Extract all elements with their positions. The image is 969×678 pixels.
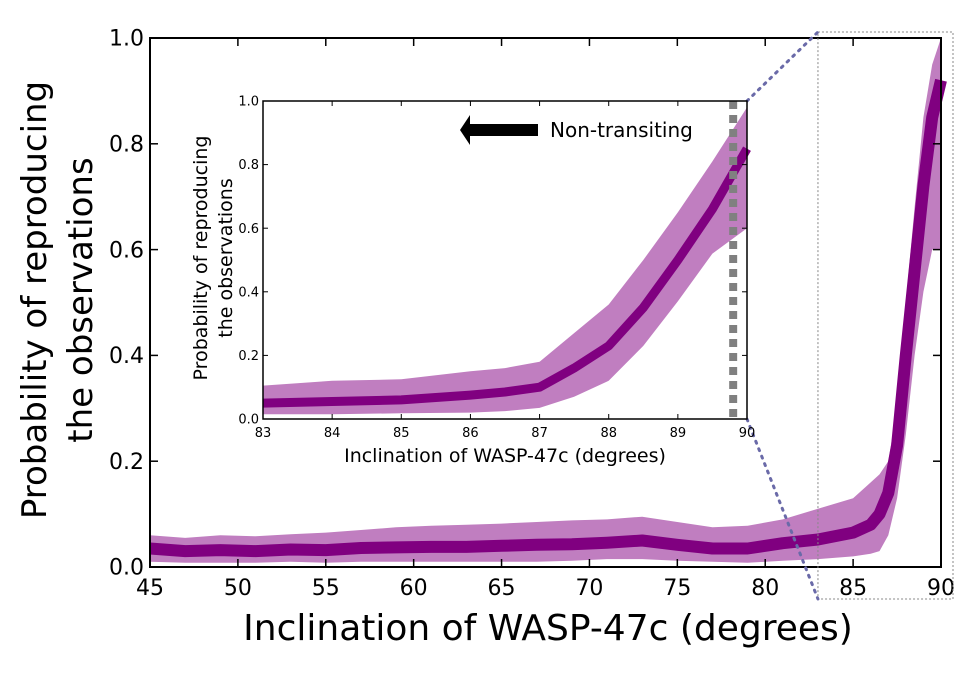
main-y-tick-label: 1.0 — [109, 27, 144, 52]
main-x-tick-label: 70 — [575, 576, 603, 601]
main-x-tick-label: 65 — [488, 576, 516, 601]
main-x-ticks: 45 50 55 60 65 70 75 80 85 90 — [136, 38, 955, 601]
main-series-line — [149, 78, 947, 558]
main-y-axis-label-line2: the observations — [61, 157, 101, 442]
main-confidence-band — [150, 38, 941, 563]
inset-zoom-indicator — [745, 30, 954, 601]
inset-plot: 83 84 85 86 87 88 89 90 0.0 0.2 0.4 0.6 0.8 1.0 Incl… — [190, 95, 755, 467]
inset-x-tick-label: 85 — [393, 426, 410, 441]
main-x-tick-label: 90 — [927, 576, 955, 601]
inset-y-tick-label: 0.2 — [238, 349, 259, 364]
inset-y-ticks: 0.0 0.2 0.4 0.6 0.8 1.0 — [238, 95, 747, 428]
inset-x-tick-label: 84 — [324, 426, 341, 441]
main-x-tick-label: 50 — [224, 576, 252, 601]
inset-y-axis-label-line1: Probability of reproducing — [190, 136, 212, 381]
inset-y-tick-label: 0.6 — [238, 222, 259, 237]
inset-y-tick-label: 0.0 — [238, 413, 259, 428]
inset-connector-bottom — [745, 417, 820, 601]
main-y-tick-label: 0.2 — [109, 450, 144, 475]
inset-x-tick-label: 89 — [670, 426, 687, 441]
inset-x-tick-label: 90 — [739, 426, 756, 441]
inset-x-tick-label: 86 — [462, 426, 479, 441]
inset-y-axis-label-line2: the observations — [215, 178, 237, 338]
main-plot: 45 50 55 60 65 70 75 80 85 90 0.00.20.40.60.81.0 … — [15, 27, 955, 649]
inset-x-axis-label: Inclination of WASP-47c (degrees) — [344, 445, 666, 467]
main-y-axis-label-line1: Probability of reproducing — [15, 81, 55, 519]
inset-series-line — [262, 146, 751, 408]
inset-x-tick-label: 88 — [600, 426, 617, 441]
inset-connector-top — [745, 30, 820, 103]
inset-y-tick-label: 0.8 — [238, 158, 259, 173]
inset-x-ticks: 83 84 85 86 87 88 89 90 — [255, 101, 756, 441]
inset-x-tick-label: 87 — [531, 426, 548, 441]
main-axes-frame — [149, 37, 942, 568]
main-x-tick-label: 80 — [751, 576, 779, 601]
non-transiting-annotation: Non-transiting — [460, 115, 693, 145]
inset-y-tick-label: 1.0 — [238, 95, 259, 110]
main-x-tick-label: 55 — [312, 576, 340, 601]
main-x-tick-label: 45 — [136, 576, 164, 601]
main-y-tick-label: 0.6 — [109, 238, 144, 263]
main-x-axis-label: Inclination of WASP-47c (degrees) — [243, 608, 853, 649]
main-x-tick-label: 75 — [663, 576, 691, 601]
left-arrow-icon — [460, 115, 538, 145]
inset-x-tick-label: 83 — [255, 426, 272, 441]
inset-region-box — [817, 31, 954, 600]
inset-confidence-band — [263, 107, 747, 415]
main-y-tick-label: 0.0 — [109, 556, 144, 581]
main-y-ticks: 0.0 0.2 0.4 0.6 0.8 1.0 — [109, 27, 941, 581]
main-x-tick-label: 85 — [839, 576, 867, 601]
main-y-tick-label: 0.8 — [109, 133, 144, 158]
annotation-text: Non-transiting — [550, 118, 693, 142]
inset-y-tick-label: 0.4 — [238, 285, 259, 300]
main-y-tick-label: 0.4 — [109, 344, 144, 369]
inset-axes-frame — [262, 100, 748, 420]
main-x-tick-label: 60 — [400, 576, 428, 601]
